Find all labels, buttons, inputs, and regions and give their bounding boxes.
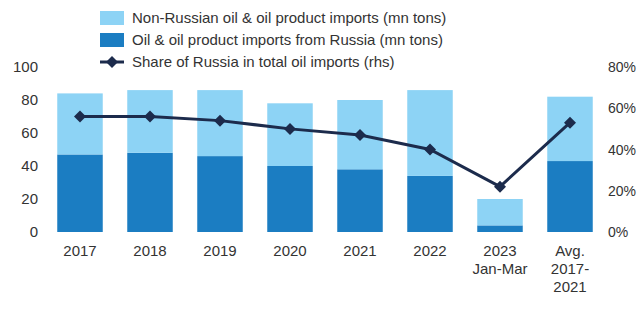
y2-tick-label: 40% xyxy=(608,142,636,158)
marker xyxy=(424,144,436,156)
marker xyxy=(214,115,226,127)
bar xyxy=(127,153,173,232)
legend-swatch xyxy=(106,56,118,68)
x-tick-label: 2022 xyxy=(413,242,446,259)
marker xyxy=(284,123,296,135)
legend-label: Non-Russian oil & oil product imports (m… xyxy=(132,9,446,26)
x-tick-line: Avg. xyxy=(555,242,585,259)
marker xyxy=(494,181,506,193)
marker xyxy=(564,117,576,129)
x-tick-line: 2022 xyxy=(413,242,446,259)
x-tick-label: 2018 xyxy=(133,242,166,259)
bar xyxy=(407,90,453,176)
legend-swatch xyxy=(100,11,124,25)
legend: Non-Russian oil & oil product imports (m… xyxy=(100,9,446,70)
bar xyxy=(547,97,593,161)
x-tick-line: 2017- xyxy=(551,260,589,277)
bar xyxy=(477,199,523,225)
y-tick-label: 80 xyxy=(21,91,38,108)
bar xyxy=(547,161,593,232)
x-tick-line: 2021 xyxy=(553,278,586,295)
y2-tick-label: 0% xyxy=(608,224,628,240)
x-tick-label: 2019 xyxy=(203,242,236,259)
marker xyxy=(354,129,366,141)
x-tick-line: 2017 xyxy=(63,242,96,259)
y-tick-label: 20 xyxy=(21,190,38,207)
plot-area xyxy=(57,90,593,232)
y2-tick-label: 20% xyxy=(608,183,636,199)
x-tick-line: 2023 xyxy=(483,242,516,259)
y-tick-label: 0 xyxy=(30,223,38,240)
bar xyxy=(127,90,173,153)
y2-tick-label: 60% xyxy=(608,100,636,116)
bar xyxy=(57,93,103,154)
x-tick-label: 2017 xyxy=(63,242,96,259)
x-tick-line: Jan-Mar xyxy=(472,260,527,277)
y2-tick-label: 80% xyxy=(608,59,636,75)
chart: 0 20 40 60 80 100 0% 20% 40% 60% 80% 2017 2018 2019 20… xyxy=(0,0,638,319)
x-tick-line: 2018 xyxy=(133,242,166,259)
x-tick-label: 2023Jan-Mar xyxy=(472,242,527,277)
bar xyxy=(337,169,383,232)
bar xyxy=(267,166,313,232)
y-tick-label: 40 xyxy=(21,157,38,174)
line xyxy=(80,117,570,187)
x-tick-line: 2021 xyxy=(343,242,376,259)
x-tick-line: 2019 xyxy=(203,242,236,259)
marker xyxy=(74,111,86,123)
y-tick-label: 100 xyxy=(13,58,38,75)
x-tick-line: 2020 xyxy=(273,242,306,259)
x-tick-label: 2020 xyxy=(273,242,306,259)
legend-label: Share of Russia in total oil imports (rh… xyxy=(132,53,395,70)
bar xyxy=(57,154,103,232)
bar xyxy=(407,176,453,232)
y-tick-label: 60 xyxy=(21,124,38,141)
bar xyxy=(197,156,243,232)
legend-label: Oil & oil product imports from Russia (m… xyxy=(132,31,443,48)
bar xyxy=(267,103,313,166)
bar xyxy=(477,225,523,232)
legend-swatch xyxy=(100,33,124,47)
marker xyxy=(144,111,156,123)
x-tick-label: Avg.2017-2021 xyxy=(551,242,589,295)
x-tick-label: 2021 xyxy=(343,242,376,259)
